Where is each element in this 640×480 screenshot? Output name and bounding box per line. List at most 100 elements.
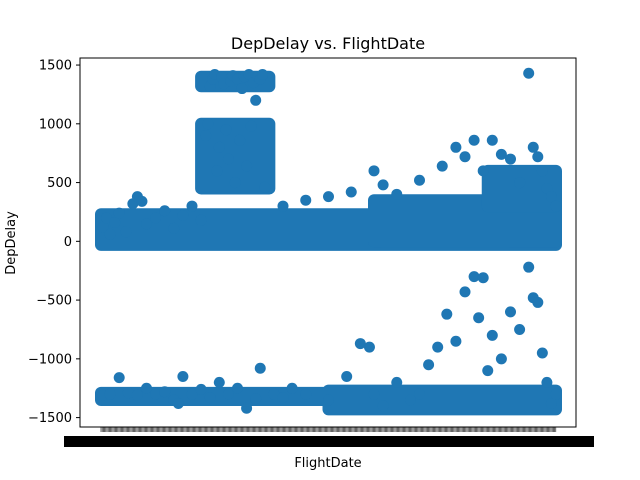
scatter-point [450, 141, 462, 153]
scatter-point [150, 388, 162, 400]
dense-band-5 [322, 384, 562, 416]
x-tick-label-band [64, 436, 594, 447]
scatter-point [423, 359, 435, 371]
y-axis-ticks: −1500 −1000 −500 0 500 1000 1500 [28, 59, 80, 426]
scatter-point [414, 388, 425, 400]
scatter-point [202, 118, 214, 130]
scatter-point [473, 312, 485, 324]
scatter-point [323, 394, 334, 406]
scatter-point [468, 271, 480, 283]
scatter-point [104, 228, 116, 240]
scatter-point [286, 382, 298, 394]
scatter-point [220, 124, 232, 136]
scatter-point [159, 205, 171, 217]
scatter-point [257, 68, 269, 80]
scatter-point [541, 182, 553, 194]
scatter-point [177, 209, 189, 221]
scatter-point [113, 207, 125, 219]
scatter-point [104, 388, 116, 400]
scatter-point [232, 382, 243, 394]
scatter-point [514, 323, 526, 335]
scatter-point [168, 222, 180, 234]
scatter-point [241, 402, 253, 414]
scatter-point [159, 386, 171, 398]
scatter-point [495, 353, 507, 365]
scatter-point [486, 329, 498, 341]
chart-title: DepDelay vs. FlightDate [231, 34, 425, 53]
scatter-point [204, 392, 216, 404]
scatter-point [122, 387, 134, 399]
scatter-point [172, 397, 184, 409]
scatter-point [200, 130, 212, 142]
scatter-point [195, 214, 207, 226]
scatter-point [482, 365, 494, 377]
scatter-point [113, 372, 125, 384]
y-axis-label: DepDelay [4, 211, 19, 275]
y-tick-label: 1500 [39, 59, 72, 74]
x-axis-label: FlightDate [294, 456, 361, 471]
scatter-point [250, 393, 262, 405]
scatter-point [468, 134, 480, 146]
scatter-point [141, 218, 152, 230]
scatter-point [441, 308, 453, 320]
scatter-point [222, 388, 234, 400]
scatter-point [363, 341, 375, 353]
scatter-point [241, 160, 253, 172]
y-tick-label: 0 [64, 235, 72, 250]
scatter-point [259, 181, 271, 193]
scatter-point [536, 165, 548, 177]
y-tick-label: −1000 [28, 352, 72, 367]
y-tick-label: 500 [47, 176, 72, 191]
scatter-point [341, 370, 353, 382]
scatter-point [391, 376, 403, 388]
scatter-point [527, 141, 539, 153]
scatter-point [545, 191, 557, 203]
scatter-point [523, 261, 535, 273]
scatter-point [277, 200, 289, 212]
scatter-point [477, 272, 489, 284]
scatter-point [368, 165, 380, 177]
scatter-point [229, 177, 241, 189]
y-tick-label: 1000 [39, 117, 72, 132]
scatter-point [136, 195, 148, 207]
scatter-point [477, 165, 489, 177]
scatter-point [505, 306, 516, 318]
scatter-point [377, 179, 389, 191]
scatter-point [432, 341, 444, 353]
scatter-point [186, 388, 198, 400]
scatter-point [120, 226, 132, 238]
dense-band-6 [481, 164, 562, 213]
scatter-points [97, 67, 562, 414]
scatter-point [213, 376, 225, 388]
scatter-point [354, 338, 366, 350]
scatter-point [323, 191, 334, 203]
scatter-point [150, 212, 162, 224]
scatter-point [131, 389, 143, 401]
plot-frame [79, 57, 577, 428]
scatter-point [245, 120, 257, 132]
scatter-point [436, 160, 448, 172]
scatter-point [97, 221, 109, 233]
scatter-point [213, 141, 225, 153]
scatter-point [186, 200, 198, 212]
scatter-point [368, 388, 380, 400]
scatter-point [505, 153, 516, 165]
scatter-point [550, 388, 562, 400]
scatter-point [532, 151, 544, 163]
x-axis-ticks [64, 427, 594, 447]
scatter-point [141, 382, 152, 394]
scatter-point [536, 347, 548, 359]
scatter-point [277, 392, 289, 404]
scatter-point [391, 188, 403, 200]
scatter-point [177, 370, 189, 382]
scatter-point [450, 335, 462, 347]
scatter-point [195, 383, 207, 395]
scatter-point [545, 397, 557, 409]
scatter-point [211, 165, 223, 177]
scatter-point [459, 286, 471, 298]
scatter-point [404, 394, 416, 406]
scatter-point [459, 151, 471, 163]
scatter-point [345, 186, 357, 198]
scatter-point [243, 68, 255, 80]
y-tick-label: −500 [36, 294, 72, 309]
